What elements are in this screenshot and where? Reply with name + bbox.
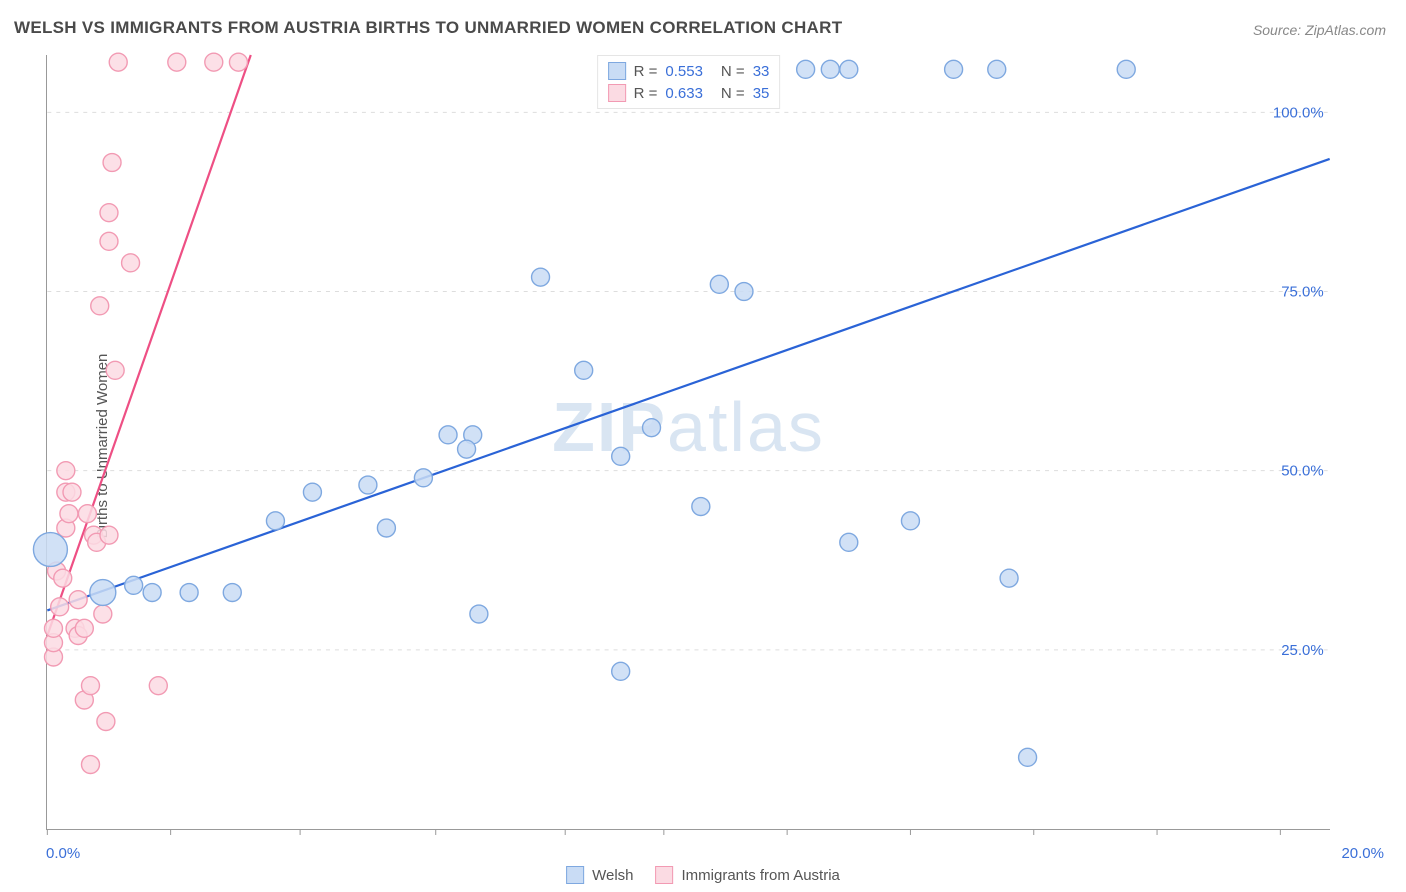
swatch-welsh <box>608 62 626 80</box>
svg-text:50.0%: 50.0% <box>1281 463 1323 480</box>
plot-svg: 25.0% 50.0% 75.0% 100.0% <box>47 55 1330 829</box>
legend-row-welsh: R = 0.553 N = 33 <box>608 60 770 82</box>
series-legend: Welsh Immigrants from Austria <box>566 866 840 884</box>
correlation-legend: R = 0.553 N = 33 R = 0.633 N = 35 <box>597 55 781 109</box>
chart-container: WELSH VS IMMIGRANTS FROM AUSTRIA BIRTHS … <box>0 0 1406 892</box>
svg-text:75.0%: 75.0% <box>1281 283 1323 300</box>
x-tick-max: 20.0% <box>1341 845 1384 862</box>
x-tick-min: 0.0% <box>46 845 80 862</box>
swatch-welsh-icon <box>566 866 584 884</box>
svg-text:100.0%: 100.0% <box>1273 104 1324 121</box>
legend-item-austria: Immigrants from Austria <box>656 866 840 884</box>
source-attribution: Source: ZipAtlas.com <box>1253 22 1386 38</box>
legend-row-austria: R = 0.633 N = 35 <box>608 82 770 104</box>
svg-text:25.0%: 25.0% <box>1281 642 1323 659</box>
swatch-austria <box>608 84 626 102</box>
legend-item-welsh: Welsh <box>566 866 633 884</box>
chart-title: WELSH VS IMMIGRANTS FROM AUSTRIA BIRTHS … <box>14 18 842 38</box>
swatch-austria-icon <box>656 866 674 884</box>
plot-area: ZIPatlas R = 0.553 N = 33 R = 0.633 N = … <box>46 55 1330 830</box>
